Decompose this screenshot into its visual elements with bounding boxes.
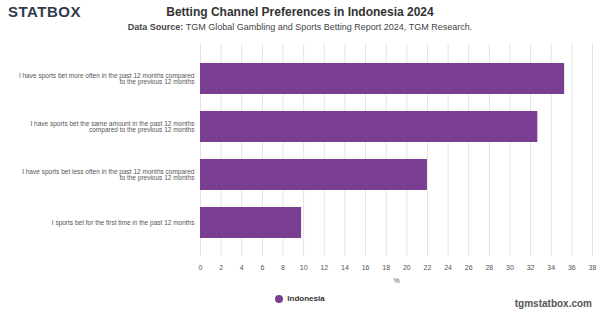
svg-text:I have sports bet more often i: I have sports bet more often in the past… xyxy=(19,72,195,87)
svg-text:20: 20 xyxy=(403,264,411,271)
svg-text:16: 16 xyxy=(362,264,370,271)
svg-text:14: 14 xyxy=(341,264,349,271)
svg-text:22: 22 xyxy=(424,264,432,271)
svg-text:6: 6 xyxy=(260,264,264,271)
svg-text:%: % xyxy=(393,277,399,284)
svg-text:10: 10 xyxy=(300,264,308,271)
svg-text:26: 26 xyxy=(465,264,473,271)
svg-text:18: 18 xyxy=(382,264,390,271)
svg-text:12: 12 xyxy=(320,264,328,271)
svg-text:4: 4 xyxy=(240,264,244,271)
svg-text:28: 28 xyxy=(485,264,493,271)
html-text:STATBOX: STATBOX xyxy=(8,3,81,20)
html-text:Betting Channel Preferences in: Betting Channel Preferences in Indonesia… xyxy=(166,5,434,19)
svg-text:I sports bet for the first tim: I sports bet for the first time in the p… xyxy=(52,219,195,227)
svg-text:38: 38 xyxy=(589,264,597,271)
svg-text:I have sports bet the same amo: I have sports bet the same amount in the… xyxy=(30,120,195,135)
svg-text:34: 34 xyxy=(547,264,555,271)
html-text:Indonesia: Indonesia xyxy=(287,294,325,304)
html-text:Data Source: TGM Global Gambli: Data Source: TGM Global Gambling and Spo… xyxy=(127,22,473,32)
svg-text:30: 30 xyxy=(506,264,514,271)
svg-text:0: 0 xyxy=(199,264,203,271)
svg-text:32: 32 xyxy=(527,264,535,271)
svg-text:36: 36 xyxy=(568,264,576,271)
html-text:tgmstatbox.com: tgmstatbox.com xyxy=(514,298,592,309)
svg-text:I have sports bet less often i: I have sports bet less often in the past… xyxy=(22,168,195,183)
svg-text:24: 24 xyxy=(444,264,452,271)
svg-text:8: 8 xyxy=(281,264,285,271)
svg-text:2: 2 xyxy=(219,264,223,271)
